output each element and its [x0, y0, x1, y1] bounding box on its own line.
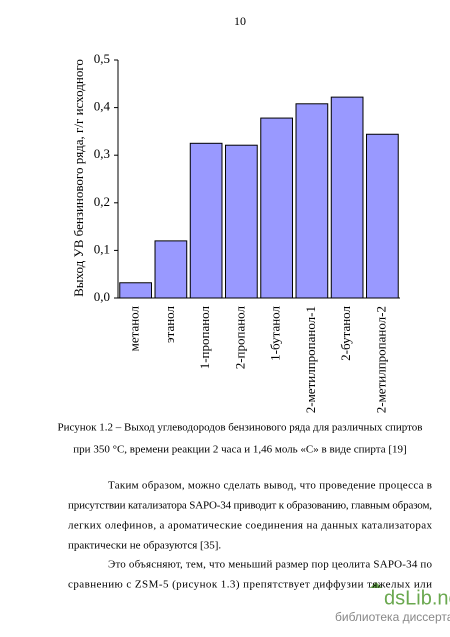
x-tick-label: 2-бутанол [338, 306, 353, 361]
x-tick-label: этанол [162, 305, 177, 342]
bar [189, 142, 223, 299]
caption-line: при 350 °С, времени реакции 2 часа и 1,4… [73, 444, 406, 456]
paragraph-line: легких олефинов, а ароматические соедине… [68, 520, 433, 532]
bar [260, 117, 293, 299]
paragraph-line: Таким образом, можно сделать вывод, что … [108, 480, 432, 492]
bar [330, 96, 364, 299]
x-tick-label: 2-метилпропанол-1 [303, 306, 318, 413]
watermark-tagline: библиотека диссертаций [335, 610, 450, 624]
y-tick-label: 0,2 [94, 194, 110, 209]
x-tick-label: 1-пропанол [197, 305, 212, 369]
x-tick-label: 2-метилпропанол-2 [373, 306, 388, 413]
bar [366, 133, 399, 299]
bar [154, 240, 188, 299]
bar [225, 144, 258, 299]
bar [295, 103, 329, 299]
caption-line: Рисунок 1.2 – Выход углеводородов бензин… [58, 422, 423, 434]
bar [119, 282, 152, 299]
paragraph-line: сравнению с ZSM-5 (рисунок 1.3) препятст… [68, 579, 432, 591]
x-tick-label: метанол [127, 305, 142, 351]
y-tick-label: 0,1 [94, 241, 110, 256]
paragraph-line: Это объясняют, тем, что меньший размер п… [108, 559, 433, 571]
paragraph-line: присутствии катализатора SAPO-34 приводи… [68, 500, 432, 512]
watermark-brand: dsLib.net [384, 587, 450, 609]
paragraph-line: практически не образуются [35]. [68, 540, 221, 552]
x-tick-label: 1-бутанол [268, 306, 283, 361]
page-number: 10 [234, 14, 246, 28]
watermark-icon [370, 582, 382, 588]
y-tick-label: 0,4 [94, 99, 111, 114]
x-tick-label: 2-пропанол [232, 305, 247, 369]
y-tick-label: 0,5 [94, 51, 110, 66]
y-tick-label: 0,0 [94, 289, 110, 304]
y-axis-label: Выход УВ бензинового ряда, г/г исходного [71, 59, 86, 297]
y-tick-label: 0,3 [94, 146, 110, 161]
